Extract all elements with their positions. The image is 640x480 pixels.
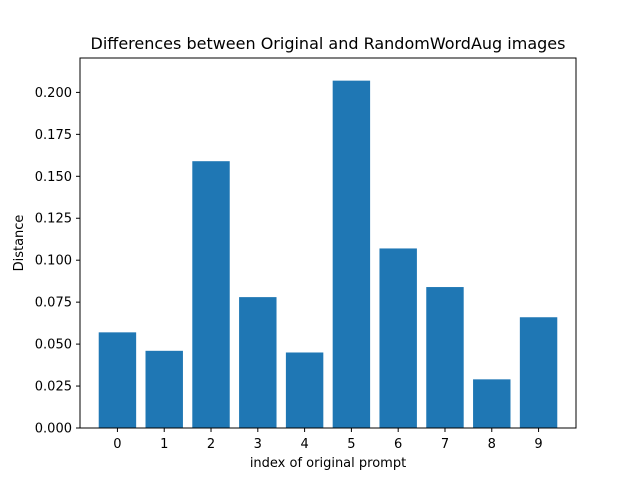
bar-8 [473, 379, 511, 428]
chart-title: Differences between Original and RandomW… [91, 34, 566, 53]
bar-9 [519, 317, 558, 428]
y-tick-label: 0.100 [35, 254, 72, 269]
y-tick-label: 0.175 [35, 128, 72, 143]
bar-7 [426, 287, 464, 428]
bar-0 [98, 332, 137, 428]
x-tick-label: 8 [488, 437, 496, 452]
y-tick-label: 0.075 [35, 296, 72, 311]
x-tick-label: 2 [207, 437, 215, 452]
x-tick-label: 7 [441, 437, 449, 452]
bar-3 [239, 297, 277, 428]
x-tick-label: 9 [534, 437, 542, 452]
bars-group [98, 80, 558, 429]
y-tick-label: 0.200 [35, 86, 72, 101]
bar-2 [192, 161, 230, 428]
x-tick-label: 4 [300, 437, 308, 452]
y-axis-label: Distance [12, 215, 27, 272]
x-tick-label: 3 [254, 437, 262, 452]
y-tick-label: 0.025 [35, 380, 72, 395]
axes-frame [79, 57, 577, 429]
y-axis-ticks: 0.000 0.025 0.050 0.075 0.100 0.125 0.150 0.175… [35, 86, 80, 437]
x-axis-label: index of original prompt [250, 456, 406, 471]
bar-4 [285, 352, 324, 428]
x-axis-ticks: 0 1 2 3 4 5 6 7 8 9 [113, 428, 543, 452]
x-tick-label: 6 [394, 437, 402, 452]
y-tick-label: 0.125 [35, 212, 72, 227]
y-tick-label: 0.150 [35, 170, 72, 185]
bar-1 [145, 350, 183, 428]
bar-6 [379, 248, 417, 428]
x-tick-label: 1 [160, 437, 168, 452]
bar-5 [332, 80, 371, 429]
y-tick-label: 0.050 [35, 338, 72, 353]
y-tick-label: 0.000 [35, 422, 72, 437]
x-tick-label: 0 [113, 437, 121, 452]
x-tick-label: 5 [347, 437, 355, 452]
